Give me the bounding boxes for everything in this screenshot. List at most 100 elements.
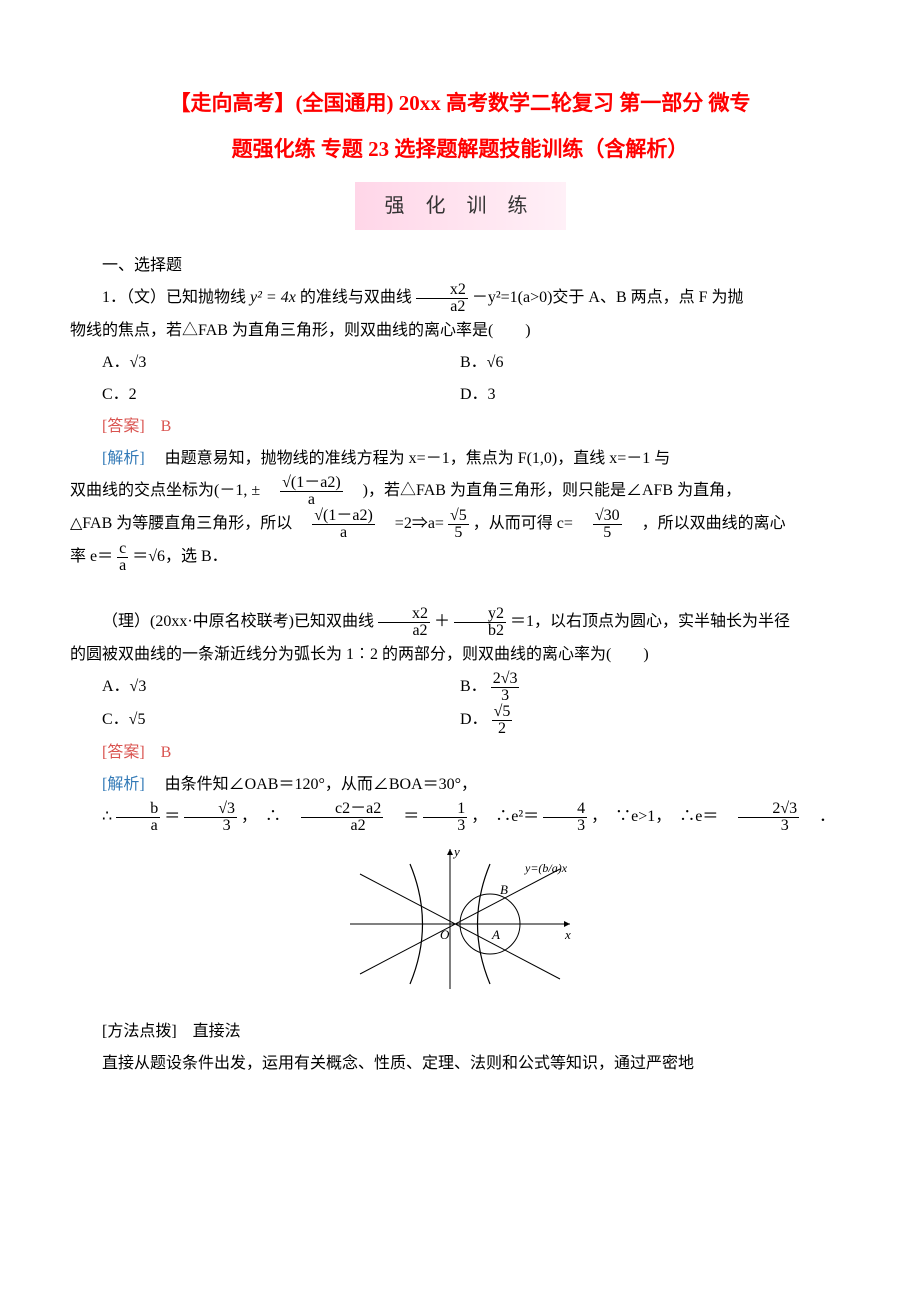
q2-stem-line-2: 的圆被双曲线的一条渐近线分为弧长为 1︰2 的两部分，则双曲线的离心率为( ) <box>70 639 850 671</box>
numerator: x2 <box>416 282 468 299</box>
numerator: √3 <box>184 801 237 818</box>
analysis-text: 由条件知∠OAB＝120°，从而∠BOA＝30°， <box>149 776 477 793</box>
point-a-label: A <box>491 927 500 942</box>
analysis-text: 双曲线的交点坐标为(－1, ± <box>70 483 276 500</box>
denominator: a <box>116 818 160 834</box>
fraction: √(1－a2) a <box>312 508 375 541</box>
analysis-text: =2⇒a= <box>379 516 444 533</box>
q1-analysis-line-2: 双曲线的交点坐标为(－1, ± √(1－a2) a )，若△FAB 为直角三角形… <box>70 475 850 508</box>
numerator: √5 <box>448 508 469 525</box>
axis-y-label: y <box>452 844 460 859</box>
numerator: √30 <box>593 508 622 525</box>
analysis-label: [解析] <box>102 776 145 793</box>
q2-stem-line-1: （理）(20xx·中原名校联考)已知双曲线 x2 a2 ＋ y2 b2 ＝1，以… <box>70 606 850 639</box>
fraction: √(1－a2) a <box>280 475 343 508</box>
q2-text: （理）(20xx·中原名校联考)已知双曲线 <box>102 614 374 631</box>
q1-stem-line-2: 物线的焦点，若△FAB 为直角三角形，则双曲线的离心率是( ) <box>70 315 850 347</box>
title-line-1: 【走向高考】(全国通用) 20xx 高考数学二轮复习 第一部分 微专 <box>70 80 850 126</box>
numerator: 2√3 <box>491 671 520 688</box>
analysis-text: ， ∴e²＝ <box>471 809 539 826</box>
fraction: 4 3 <box>543 801 587 834</box>
q1-text: 的准线与双曲线 <box>300 290 412 307</box>
q1-analysis-line-4: 率 e＝ c a ＝√6，选 B． <box>70 541 850 574</box>
q1-analysis-line-1: [解析] 由题意易知，抛物线的准线方程为 x=－1，焦点为 F(1,0)，直线 … <box>70 443 850 475</box>
numerator: c2－a2 <box>301 801 383 818</box>
numerator: 4 <box>543 801 587 818</box>
numerator: √(1－a2) <box>280 475 343 492</box>
numerator: x2 <box>378 606 430 623</box>
choice-label: B． <box>460 679 487 696</box>
analysis-text: ∴ <box>102 809 112 826</box>
fraction: √30 5 <box>593 508 622 541</box>
analysis-text: ， ∵e>1， ∴e＝ <box>591 809 734 826</box>
fraction: c2－a2 a2 <box>301 801 383 834</box>
numerator: √(1－a2) <box>312 508 375 525</box>
numerator: √5 <box>492 704 513 721</box>
analysis-text: ＝√6，选 B． <box>132 549 227 566</box>
origin-label: O <box>440 927 450 942</box>
analysis-text: ． <box>803 809 835 826</box>
fraction: √3 3 <box>184 801 237 834</box>
q1-math: y² = 4x <box>250 290 296 307</box>
section-heading: 一、选择题 <box>70 250 850 282</box>
choice-b: B． 2√3 3 <box>460 671 850 704</box>
denominator: 3 <box>184 818 237 834</box>
q1-stem-line-1: 1．（文）已知抛物线 y² = 4x 的准线与双曲线 x2 a2 －y²=1(a… <box>70 282 850 315</box>
analysis-text: 率 e＝ <box>70 549 113 566</box>
q2-analysis-line-1: [解析] 由条件知∠OAB＝120°，从而∠BOA＝30°， <box>70 769 850 801</box>
choice-d: D．3 <box>460 379 850 411</box>
fraction: x2 a2 <box>378 606 430 639</box>
analysis-text: ＝ <box>387 809 419 826</box>
numerator: c <box>117 541 128 558</box>
q1-text: －y²=1(a>0)交于 A、B 两点，点 F 为抛 <box>472 290 744 307</box>
fraction: c a <box>117 541 128 574</box>
point-b-label: B <box>500 882 508 897</box>
denominator: 5 <box>448 525 469 541</box>
analysis-label: [解析] <box>102 450 145 467</box>
analysis-text: ，所以双曲线的离心 <box>626 516 786 533</box>
q2-text: ＋ <box>434 614 450 631</box>
analysis-text: )，若△FAB 为直角三角形，则只能是∠AFB 为直角， <box>347 483 741 500</box>
denominator: 3 <box>738 818 799 834</box>
title-line-2: 题强化练 专题 23 选择题解题技能训练（含解析） <box>70 126 850 172</box>
fraction: y2 b2 <box>454 606 506 639</box>
q1-answer: [答案] B <box>70 411 850 443</box>
fraction: 2√3 3 <box>491 671 520 704</box>
denominator: 5 <box>593 525 622 541</box>
analysis-text: ， ∴ <box>241 809 297 826</box>
denominator: 3 <box>543 818 587 834</box>
denominator: a2 <box>416 299 468 315</box>
denominator: a <box>280 492 343 508</box>
analysis-text: 由题意易知，抛物线的准线方程为 x=－1，焦点为 F(1,0)，直线 x=－1 … <box>149 450 671 467</box>
q2-text: ＝1，以右顶点为圆心，实半轴长为半径 <box>510 614 790 631</box>
fraction: √5 5 <box>448 508 469 541</box>
q2-choices: A．√3 B． 2√3 3 C．√5 D． √5 2 <box>70 671 850 737</box>
asymptote-label: y=(b/a)x <box>524 861 568 875</box>
choice-a: A．√3 <box>70 671 460 704</box>
numerator: b <box>116 801 160 818</box>
q1-text: 1．（文）已知抛物线 <box>102 290 250 307</box>
numerator: y2 <box>454 606 506 623</box>
banner-text: 强 化 训 练 <box>355 182 566 230</box>
numerator: 1 <box>423 801 467 818</box>
fraction: 1 3 <box>423 801 467 834</box>
q2-answer: [答案] B <box>70 737 850 769</box>
hyperbola-figure: y x O A B y=(b/a)x <box>70 844 850 1006</box>
denominator: a2 <box>378 623 430 639</box>
analysis-text: ，从而可得 c= <box>473 516 589 533</box>
denominator: 2 <box>492 721 513 737</box>
denominator: 3 <box>491 688 520 704</box>
banner: 强 化 训 练 <box>70 182 850 230</box>
fraction: √5 2 <box>492 704 513 737</box>
q2-analysis-line-2: ∴ b a ＝ √3 3 ， ∴ c2－a2 a2 ＝ 1 3 ， ∴e²＝ 4… <box>70 801 850 834</box>
method-label: [方法点拨] 直接法 <box>70 1016 850 1048</box>
choice-d: D． √5 2 <box>460 704 850 737</box>
choice-b: B．√6 <box>460 347 850 379</box>
denominator: b2 <box>454 623 506 639</box>
choice-c: C．2 <box>70 379 460 411</box>
choice-label: D． <box>460 712 488 729</box>
q1-choices: A．√3 B．√6 C．2 D．3 <box>70 347 850 411</box>
denominator: a2 <box>301 818 383 834</box>
analysis-text: △FAB 为等腰直角三角形，所以 <box>70 516 308 533</box>
axis-x-label: x <box>564 927 571 942</box>
